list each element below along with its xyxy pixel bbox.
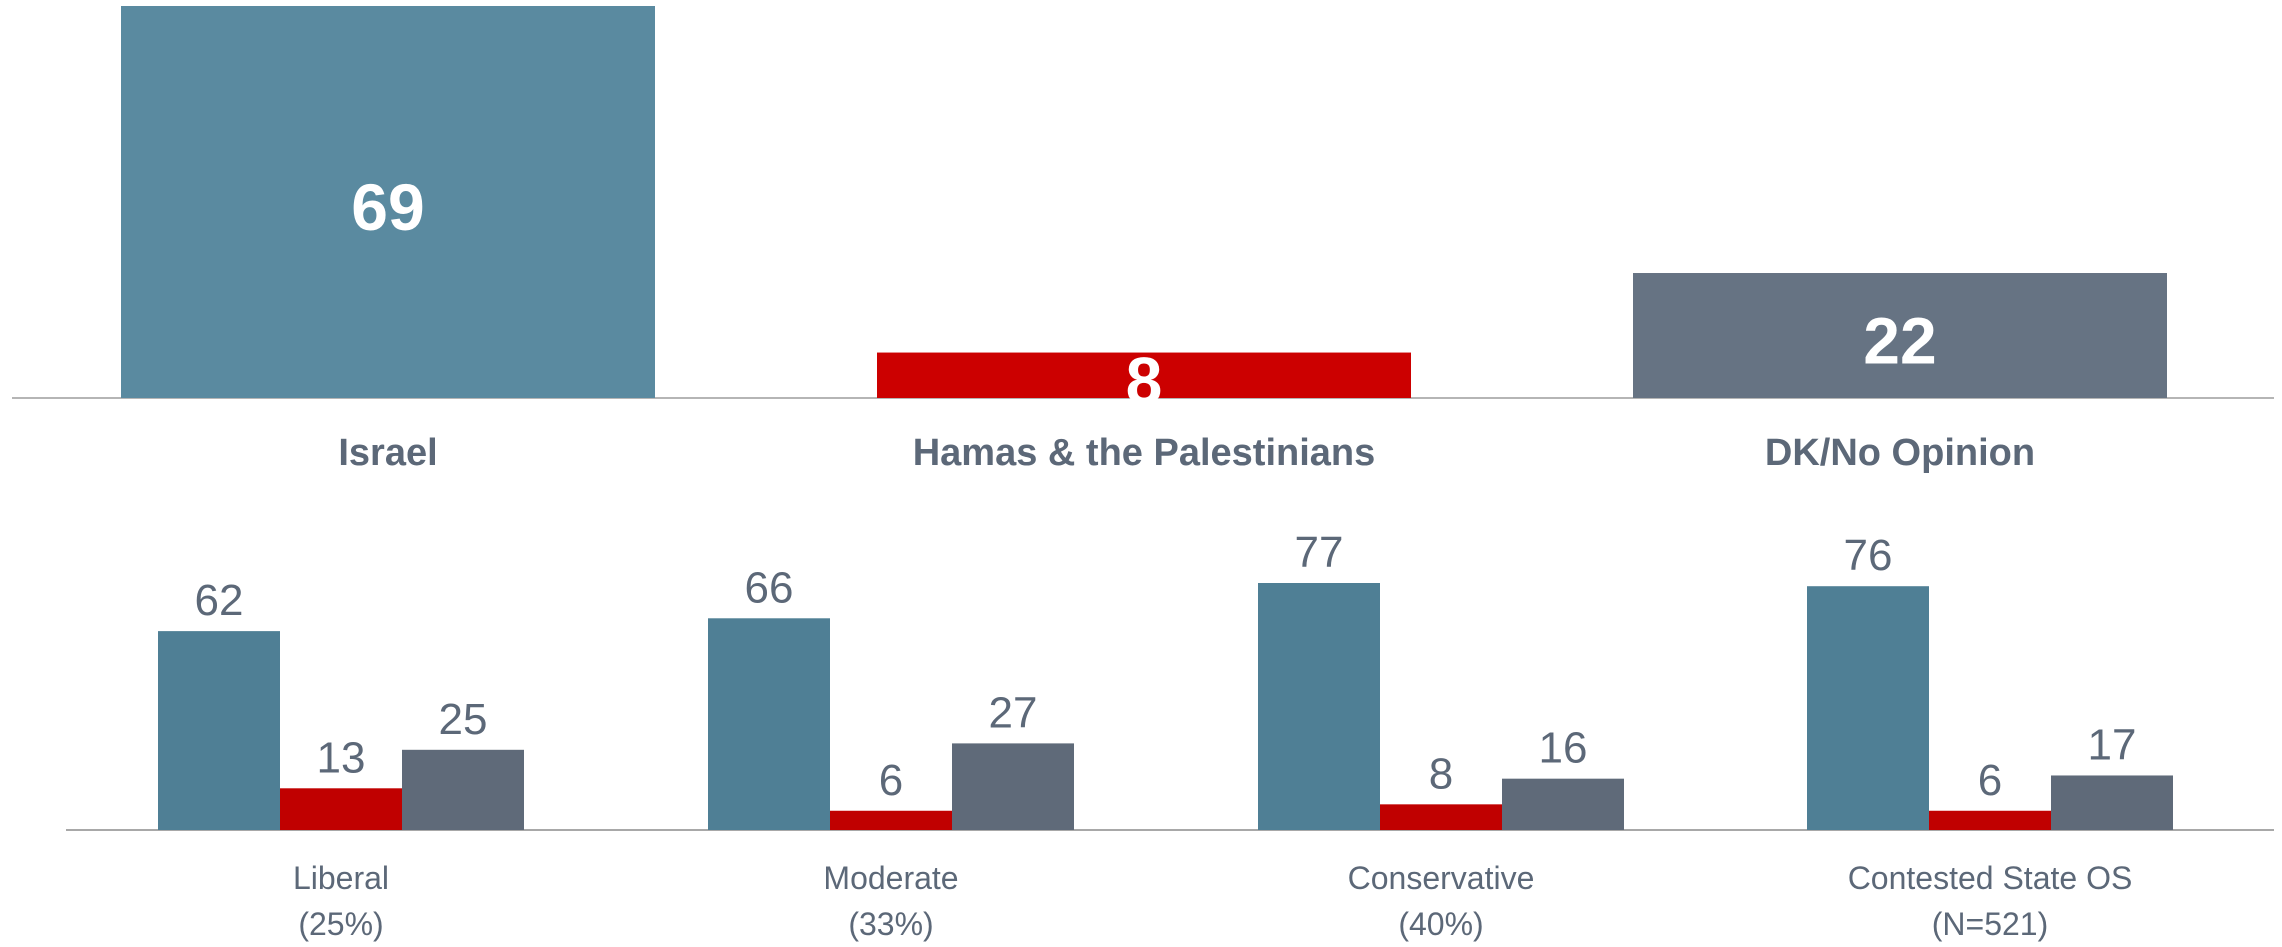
ideology-data-label: 13 [317, 733, 366, 782]
ideology-bar [830, 810, 952, 830]
ideology-data-label: 25 [439, 695, 488, 744]
ideology-data-label: 17 [2088, 720, 2137, 769]
ideology-data-label: 66 [745, 563, 794, 612]
ideology-data-label: 27 [989, 688, 1038, 737]
ideology-data-label: 16 [1539, 724, 1588, 773]
ideology-bar [1502, 778, 1624, 830]
overall-bar [1633, 273, 2167, 398]
ideology-data-label: 76 [1844, 531, 1893, 580]
ideology-category-label: Contested State OS [1848, 860, 2133, 896]
overall-category-label: Hamas & the Palestinians [913, 432, 1376, 474]
overall-data-label: 69 [351, 170, 424, 244]
ideology-data-label: 8 [1429, 749, 1453, 798]
ideology-bar [708, 618, 830, 830]
overall-category-label: Israel [338, 432, 437, 474]
ideology-bar [158, 631, 280, 830]
ideology-category-label: Liberal [293, 860, 389, 896]
overall-data-label: 22 [1863, 304, 1936, 378]
ideology-bar [1929, 810, 2051, 830]
ideology-data-label: 62 [195, 576, 244, 625]
ideology-bar [280, 788, 402, 830]
overall-bar [877, 352, 1411, 398]
ideology-bar [1807, 586, 1929, 830]
ideology-category-sublabel: (N=521) [1932, 906, 2049, 942]
ideology-bar [402, 749, 524, 830]
ideology-bar [1380, 804, 1502, 830]
ideology-bar [952, 743, 1074, 830]
ideology-bar [2051, 775, 2173, 830]
ideology-category-sublabel: (40%) [1398, 906, 1483, 942]
ideology-data-label: 6 [879, 756, 903, 805]
ideology-category-label: Moderate [823, 860, 958, 896]
overall-data-label: 8 [1126, 343, 1163, 417]
overall-bar [121, 6, 655, 398]
ideology-category-label: Conservative [1348, 860, 1535, 896]
ideology-bar [1258, 583, 1380, 830]
ideology-category-sublabel: (25%) [298, 906, 383, 942]
ideology-data-label: 77 [1295, 528, 1344, 577]
ideology-data-label: 6 [1978, 756, 2002, 805]
overall-category-label: DK/No Opinion [1765, 432, 2035, 474]
ideology-category-sublabel: (33%) [848, 906, 933, 942]
